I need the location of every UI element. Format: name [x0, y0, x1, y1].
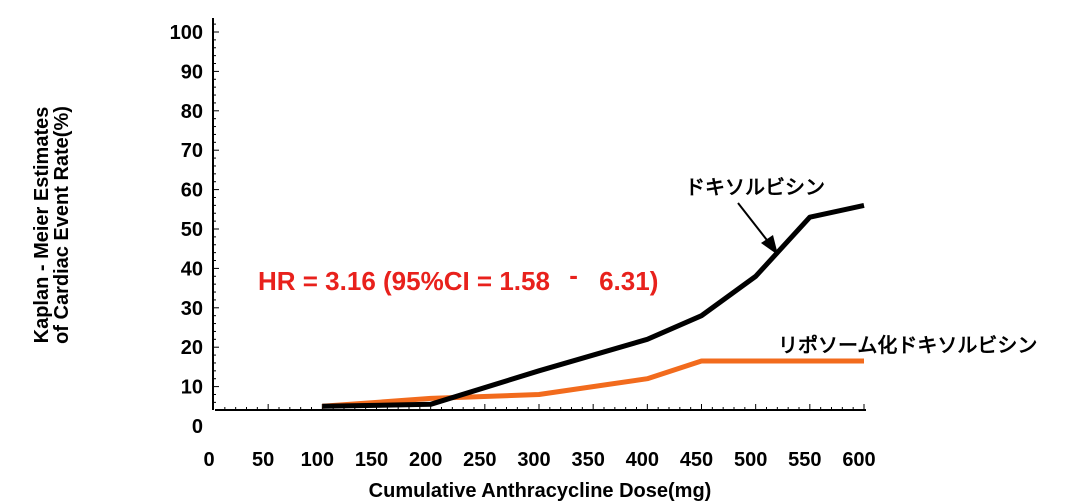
x-tick-label: 200 — [409, 449, 442, 471]
x-tick-label: 150 — [355, 449, 388, 471]
y-tick-label: 0 — [192, 416, 203, 438]
x-tick-label: 100 — [301, 449, 334, 471]
y-tick-label: 50 — [181, 219, 203, 241]
x-tick-label: 450 — [680, 449, 713, 471]
y-tick-label: 90 — [181, 61, 203, 83]
hr-annotation-dash: - — [569, 260, 578, 290]
hr-annotation-end: 6.31) — [599, 266, 658, 296]
pointer-arrow — [737, 202, 778, 255]
y-tick-label: 80 — [181, 101, 203, 123]
y-tick-label: 30 — [181, 298, 203, 320]
x-tick-label: 600 — [842, 449, 875, 471]
series-line-doxorubicin — [322, 202, 865, 409]
x-axis: 0 50 100 150 200 250 300 350 400 450 500 550 600 — [203, 404, 876, 471]
y-axis-title-line1: Kaplan - Meier Estimates — [31, 107, 53, 344]
y-axis: 0 10 20 30 40 50 60 70 80 90 100 — [170, 18, 219, 438]
y-tick-label: 60 — [181, 180, 203, 202]
hr-annotation-main: HR = 3.16 (95%CI = 1.58 — [258, 266, 550, 296]
y-axis-title-line2: of Cardiac Event Rate(%) — [51, 106, 73, 344]
series-line-liposomal-doxorubicin — [322, 358, 864, 409]
x-tick-label: 550 — [788, 449, 821, 471]
x-tick-label: 0 — [203, 449, 214, 471]
x-tick-label: 400 — [626, 449, 659, 471]
y-tick-label: 100 — [170, 22, 203, 44]
x-tick-label: 500 — [734, 449, 767, 471]
x-tick-label: 250 — [463, 449, 496, 471]
hr-annotation: HR = 3.16 (95%CI = 1.58 - 6.31) — [258, 260, 658, 296]
x-tick-label: 300 — [517, 449, 550, 471]
y-tick-label: 70 — [181, 140, 203, 162]
series-label-doxorubicin: ドキソルビシン — [685, 175, 825, 199]
series-layer — [322, 202, 865, 409]
x-tick-label: 50 — [252, 449, 274, 471]
y-tick-label: 20 — [181, 337, 203, 359]
y-tick-label: 40 — [181, 258, 203, 280]
x-axis-title: Cumulative Anthracycline Dose(mg) — [369, 480, 712, 502]
x-tick-label: 350 — [571, 449, 604, 471]
series-label-liposomal-doxorubicin: リポソーム化ドキソルビシン — [778, 333, 1037, 357]
pointer-arrow-line — [737, 202, 771, 245]
y-tick-label: 10 — [181, 377, 203, 399]
pointer-arrow-head — [761, 235, 778, 255]
